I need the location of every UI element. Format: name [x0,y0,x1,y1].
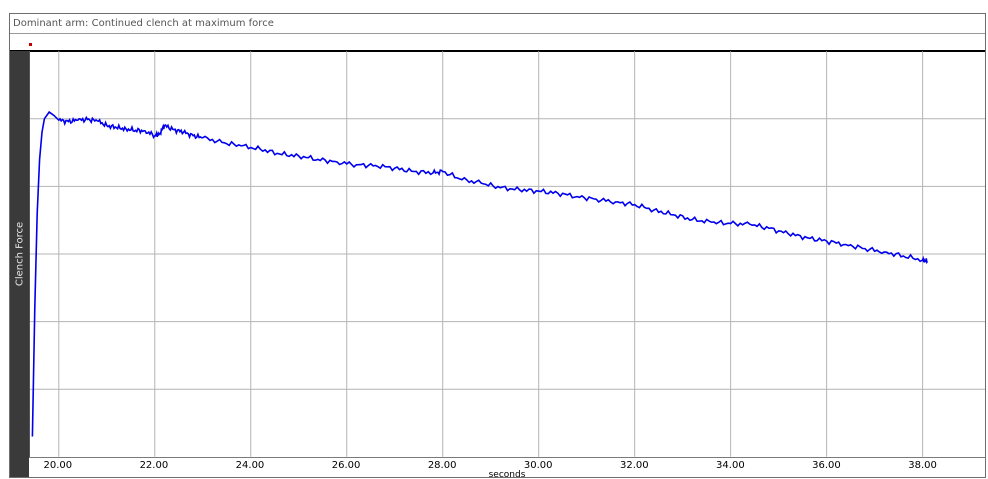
x-tick-label: 20.00 [43,460,73,471]
x-tick-label: 38.00 [908,460,937,471]
x-tick-label: 24.00 [235,460,265,471]
x-tick-label: 36.00 [812,460,841,471]
y-axis-label: Clench Force [14,221,25,287]
x-tick-label: 26.00 [331,460,361,471]
x-axis-title: seconds [488,470,526,478]
y-axis-panel: Clench Force [10,51,29,457]
window-title: Dominant arm: Continued clench at maximu… [10,14,985,34]
series-line [31,110,929,437]
chart-window: Dominant arm: Continued clench at maximu… [9,13,986,478]
x-axis: seconds 20.00 22.00 24.00 26.00 28.00 30.00 32… [29,457,985,478]
x-tick-label: 34.00 [716,460,745,471]
x-tick-label: 30.00 [523,460,553,471]
marker-strip[interactable] [10,34,985,52]
x-axis-corner [10,457,29,477]
plot-area[interactable] [29,51,985,457]
x-tick-label: 32.00 [619,460,649,471]
marker-tick [29,43,32,46]
x-tick-label: 22.00 [139,460,169,471]
x-tick-label: 28.00 [427,460,457,471]
